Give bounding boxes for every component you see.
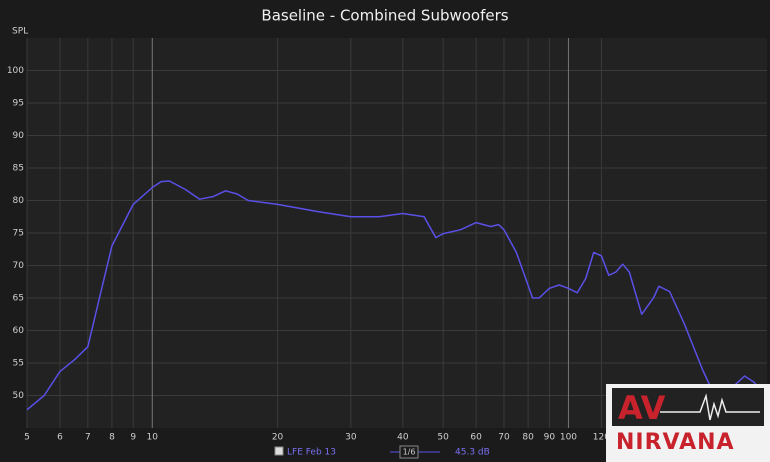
x-tick-label: 30 [345,433,357,443]
y-tick-label: 70 [13,261,25,271]
y-tick-label: 55 [13,359,24,369]
x-tick-label: 70 [498,433,510,443]
logo-bottom: NIRVANA [616,430,735,455]
y-tick-label: 60 [13,326,25,336]
x-tick-label: 8 [109,433,115,443]
y-tick-label: 95 [13,99,24,109]
y-tick-label: 50 [13,391,25,401]
x-tick-label: 100 [560,433,577,443]
x-tick-label: 6 [57,433,63,443]
x-tick-label: 5 [24,433,30,443]
x-tick-label: 7 [85,433,91,443]
y-tick-label: 85 [13,164,24,174]
x-tick-label: 50 [437,433,449,443]
y-tick-label: 75 [13,229,24,239]
level: 45.3 dB [455,448,490,458]
x-tick-label: 60 [470,433,482,443]
x-tick-label: 10 [147,433,159,443]
x-tick-label: 90 [544,433,556,443]
y-tick-label: 90 [13,131,25,141]
y-tick-label: 65 [13,294,24,304]
x-tick-label: 40 [397,433,409,443]
x-tick-label: 9 [130,433,136,443]
legend-label[interactable]: LFE Feb 13 [287,448,336,458]
y-tick-label: 100 [7,66,24,76]
legend-checkbox[interactable] [274,446,284,456]
logo-top: AV [618,389,666,427]
smoothing-box[interactable] [399,445,419,459]
chart-title: Baseline - Combined Subwoofers [261,7,508,25]
y-tick-label: 80 [13,196,25,206]
y-axis-label: SPL [12,27,28,37]
x-tick-label: 20 [272,433,284,443]
logo-band [612,388,764,426]
x-tick-label: 120 [593,433,610,443]
smoothing[interactable]: 1/6 [403,448,416,457]
series-line [26,180,768,411]
logo-wave [660,393,760,421]
x-tick-label: 80 [522,433,534,443]
